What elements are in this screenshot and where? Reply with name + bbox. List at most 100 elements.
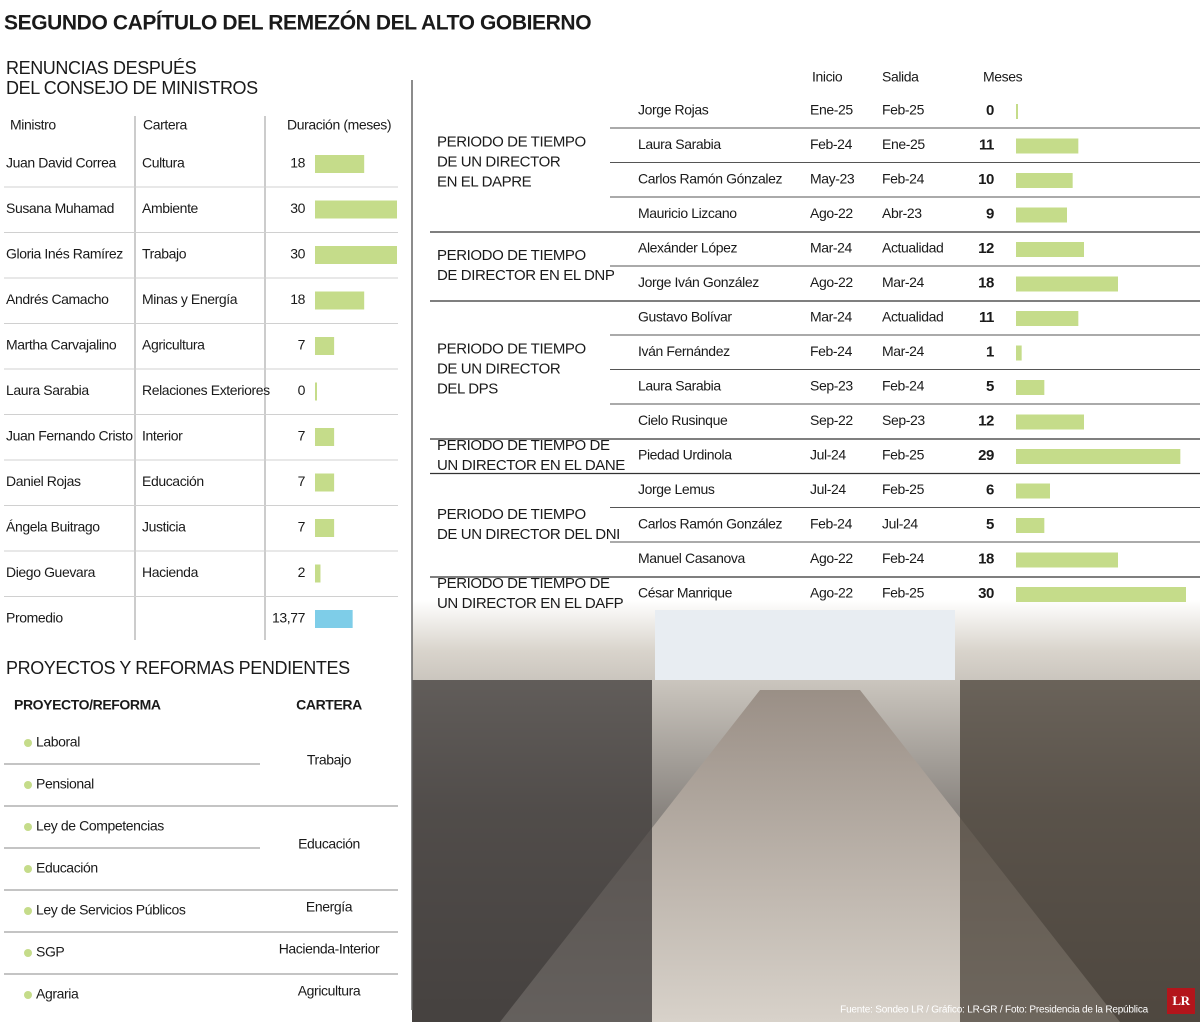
- project-cartera: Educación: [298, 836, 360, 852]
- group-label: UN DIRECTOR EN EL DANE: [437, 457, 625, 474]
- section-title: DEL CONSEJO DE MINISTROS: [6, 78, 258, 98]
- minister-cartera: Educación: [142, 473, 204, 489]
- group-label: DEL DPS: [437, 381, 498, 398]
- director-end: Feb-24: [882, 550, 925, 566]
- bar: [315, 291, 365, 310]
- photo: [412, 600, 1200, 1022]
- project-item: Agraria: [36, 986, 79, 1002]
- bullet: [24, 739, 32, 747]
- bar: [1016, 104, 1018, 119]
- director-end: Mar-24: [882, 274, 925, 290]
- director-start: Feb-24: [810, 343, 853, 359]
- director-start: Ago-22: [810, 585, 853, 601]
- group-label: PERIODO DE TIEMPO: [437, 247, 586, 264]
- minister-months: 2: [298, 564, 306, 580]
- bullet: [24, 865, 32, 873]
- logo: LR: [1172, 993, 1190, 1008]
- group-label: PERIODO DE TIEMPO DE: [437, 437, 610, 454]
- minister-name: Ángela Buitrago: [6, 519, 100, 535]
- project-item: Ley de Competencias: [36, 818, 164, 834]
- project-item: Pensional: [36, 776, 94, 792]
- bullet: [24, 781, 32, 789]
- director-name: Jorge Rojas: [638, 102, 709, 118]
- director-start: Mar-24: [810, 309, 853, 325]
- group-label: PERIODO DE TIEMPO: [437, 134, 586, 151]
- minister-name: Juan Fernando Cristo: [6, 428, 133, 444]
- project-cartera: Agricultura: [298, 983, 361, 999]
- group-label: DE DIRECTOR EN EL DNP: [437, 267, 615, 284]
- director-months: 30: [978, 585, 994, 602]
- minister-cartera: Agricultura: [142, 337, 205, 353]
- director-start: Ago-22: [810, 274, 853, 290]
- bar: [315, 382, 317, 401]
- minister-name: Diego Guevara: [6, 564, 96, 580]
- group-label: DE UN DIRECTOR: [437, 154, 561, 171]
- bar: [1016, 587, 1186, 602]
- project-cartera: Trabajo: [307, 752, 352, 768]
- director-name: Carlos Ramón González: [638, 516, 783, 532]
- director-start: Feb-24: [810, 516, 853, 532]
- director-start: Jul-24: [810, 481, 846, 497]
- bar: [1016, 345, 1022, 361]
- column-header: Salida: [882, 69, 919, 85]
- minister-cartera: Minas y Energía: [142, 291, 238, 307]
- minister-months: 18: [290, 155, 305, 171]
- director-end: Feb-24: [882, 378, 925, 394]
- bullet: [24, 991, 32, 999]
- director-end: Jul-24: [882, 516, 918, 532]
- director-start: Sep-23: [810, 378, 853, 394]
- bar: [315, 155, 365, 173]
- director-name: Carlos Ramón Gónzalez: [638, 171, 783, 187]
- bullet: [24, 907, 32, 915]
- director-end: Sep-23: [882, 412, 925, 428]
- director-months: 12: [978, 412, 994, 429]
- director-end: Ene-25: [882, 136, 925, 152]
- average-label: Promedio: [6, 610, 63, 626]
- column-header: Cartera: [143, 117, 187, 133]
- project-cartera: Hacienda-Interior: [279, 941, 380, 957]
- minister-cartera: Trabajo: [142, 246, 187, 262]
- group-label: DE UN DIRECTOR DEL DNI: [437, 526, 620, 543]
- director-months: 5: [986, 378, 994, 395]
- director-end: Feb-24: [882, 171, 925, 187]
- bar: [315, 519, 335, 537]
- director-name: Iván Fernández: [638, 343, 730, 359]
- director-months: 11: [979, 309, 994, 326]
- bar: [315, 473, 335, 492]
- group-label: EN EL DAPRE: [437, 174, 532, 191]
- minister-months: 0: [298, 382, 306, 398]
- bar: [1016, 276, 1118, 292]
- director-months: 18: [978, 550, 994, 567]
- director-months: 6: [986, 481, 994, 498]
- column-header: Ministro: [10, 117, 56, 133]
- average-bar: [315, 610, 353, 628]
- director-start: Feb-24: [810, 136, 853, 152]
- minister-cartera: Hacienda: [142, 564, 199, 580]
- bar: [1016, 380, 1045, 395]
- minister-months: 30: [290, 200, 305, 216]
- bar: [1016, 518, 1045, 533]
- group-label: PERIODO DE TIEMPO: [437, 341, 586, 358]
- title: SEGUNDO CAPÍTULO DEL REMEZÓN DEL ALTO GO…: [4, 11, 591, 35]
- bar: [315, 564, 321, 583]
- group-label: UN DIRECTOR EN EL DAFP: [437, 595, 624, 612]
- director-name: Laura Sarabia: [638, 136, 721, 152]
- minister-name: Gloria Inés Ramírez: [6, 246, 123, 262]
- minister-cartera: Cultura: [142, 155, 185, 171]
- minister-name: Juan David Correa: [6, 155, 117, 171]
- minister-cartera: Ambiente: [142, 200, 199, 216]
- director-name: Piedad Urdinola: [638, 447, 732, 463]
- director-name: César Manrique: [638, 585, 733, 601]
- bar: [1016, 242, 1084, 257]
- director-start: Mar-24: [810, 240, 853, 256]
- column-header: Duración (meses): [287, 117, 391, 133]
- minister-name: Susana Muhamad: [6, 200, 114, 216]
- director-months: 18: [978, 274, 994, 291]
- bar: [1016, 483, 1050, 499]
- project-item: Laboral: [36, 734, 80, 750]
- bar: [1016, 449, 1181, 464]
- director-end: Actualidad: [882, 309, 943, 325]
- bar: [315, 200, 397, 219]
- bar: [1016, 311, 1079, 326]
